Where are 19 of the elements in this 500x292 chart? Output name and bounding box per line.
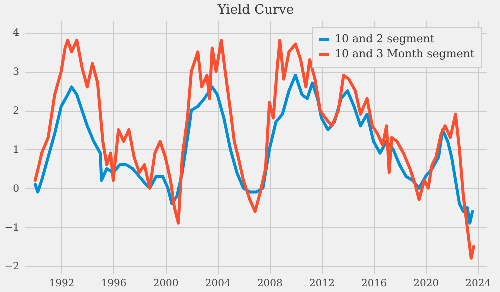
x-tick-label: 2012 [309,278,335,290]
x-tick-label: 2000 [153,278,179,290]
y-tick-label: 2 [13,106,20,118]
x-tick-label: 1992 [49,278,75,290]
legend-label: 10 and 3 Month segment [335,48,476,60]
y-tick-label: −2 [4,262,20,273]
y-tick-label: 1 [13,144,20,156]
x-tick-label: 1996 [101,278,127,290]
x-tick-label: 2004 [205,278,231,290]
chart-title: Yield Curve [216,3,294,18]
x-tick-label: 2016 [362,278,388,290]
x-tick-label: 2024 [466,278,492,290]
y-tick-label: 3 [13,67,20,78]
y-tick-label: 0 [13,184,20,195]
y-tick-label: −1 [4,222,20,234]
y-tick-label: 4 [13,28,20,40]
x-tick-label: 2020 [414,278,440,290]
x-tick-label: 2008 [257,278,283,290]
legend-label: 10 and 2 segment [335,32,436,46]
